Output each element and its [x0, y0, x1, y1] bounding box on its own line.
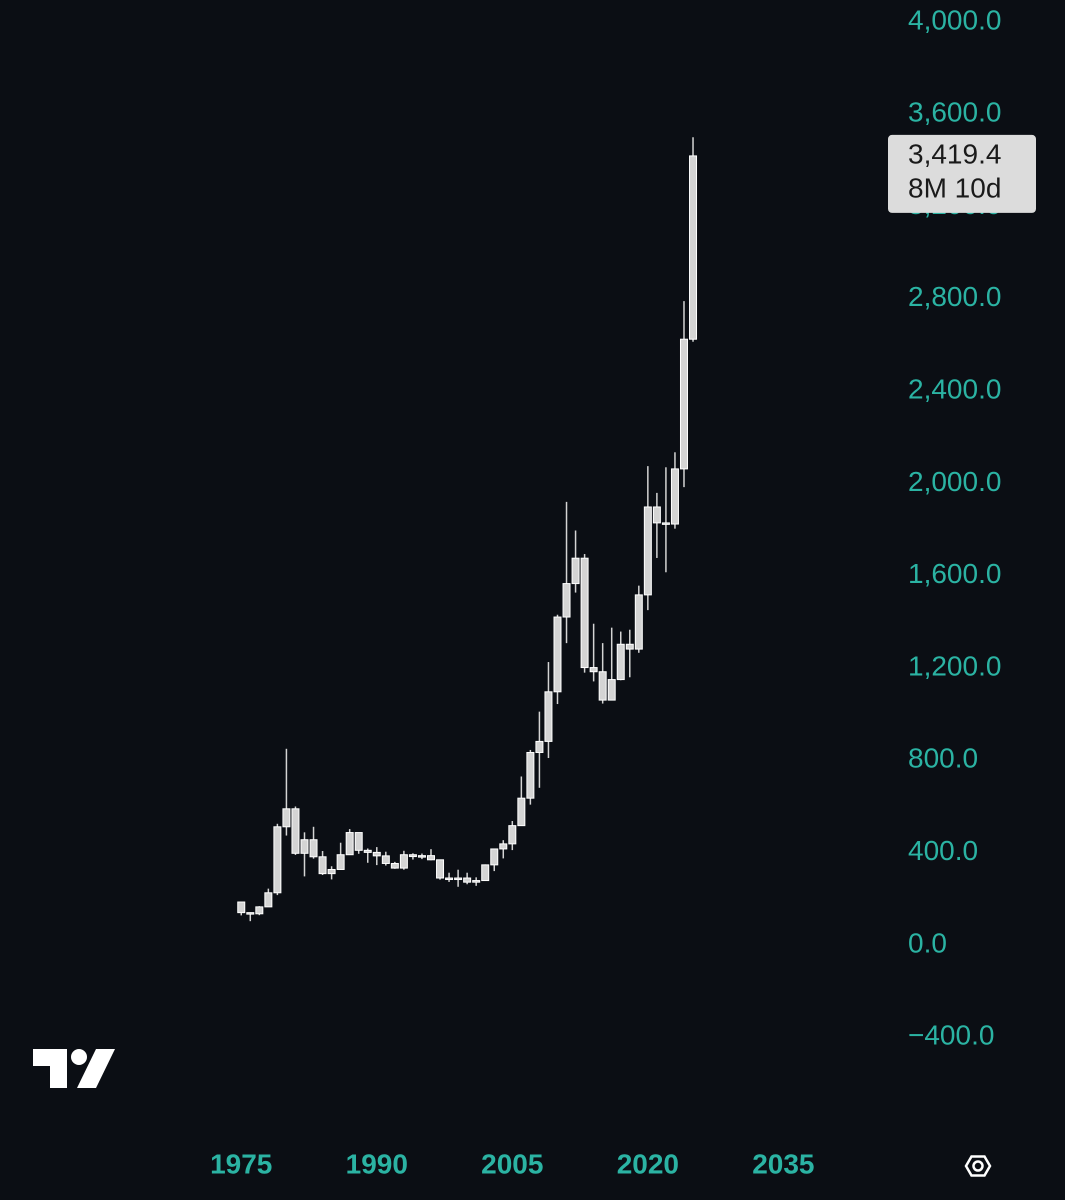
candle-body: [300, 839, 309, 854]
candle-body: [553, 616, 562, 693]
candle-body: [652, 506, 661, 524]
x-tick-label: 2035: [752, 1148, 814, 1179]
x-tick-label: 2005: [481, 1148, 543, 1179]
candle-body: [399, 854, 408, 869]
price-label-box: [888, 134, 1036, 213]
candle-body: [408, 854, 417, 858]
candle-body: [436, 859, 445, 879]
y-tick-label: 3,600.0: [908, 97, 1001, 128]
y-tick-label: −400.0: [908, 1020, 994, 1051]
y-tick-label: 2,800.0: [908, 281, 1001, 312]
y-tick-label: 1,600.0: [908, 558, 1001, 589]
price-countdown: 8M 10d: [908, 172, 1001, 203]
candle-body: [670, 468, 679, 525]
x-tick-label: 2020: [617, 1148, 679, 1179]
candle-body: [264, 892, 273, 908]
y-tick-label: 2,400.0: [908, 374, 1001, 405]
candle-body: [598, 671, 607, 701]
candle-body: [445, 877, 454, 881]
candle-body: [472, 880, 481, 883]
candle-body: [345, 832, 354, 856]
y-tick-label: 0.0: [908, 927, 947, 958]
candle-body: [318, 856, 327, 875]
x-tick-label: 1990: [346, 1148, 408, 1179]
y-tick-label: 1,200.0: [908, 650, 1001, 681]
candle-body: [463, 877, 472, 883]
candle-body: [607, 679, 616, 701]
candle-body: [679, 338, 688, 470]
price-axis: −400.0 0.0 400.0 800.0 1,200.0 1,600.0 2,000.0…: [210, 4, 1036, 1179]
candle-body: [535, 740, 544, 753]
candle-body: [625, 643, 634, 650]
candle-body: [517, 797, 526, 827]
candle-body: [634, 594, 643, 650]
candle-body: [526, 751, 535, 799]
candle-body: [562, 583, 571, 618]
candle-body: [616, 643, 625, 681]
candle-body: [390, 862, 399, 869]
logo: [33, 1049, 115, 1088]
candle-body: [255, 906, 264, 915]
candle-body: [336, 854, 345, 870]
candle-body: [381, 855, 390, 864]
candle-body: [327, 868, 336, 875]
candle-body: [246, 912, 255, 915]
candle-body: [309, 839, 318, 858]
candle-body: [689, 155, 698, 340]
candle-body: [354, 832, 363, 851]
candle-body: [589, 667, 598, 673]
y-tick-label: 2,000.0: [908, 466, 1001, 497]
candle-body: [499, 843, 508, 850]
candle-body: [426, 855, 435, 861]
candle-body: [544, 691, 553, 742]
candle-body: [372, 851, 381, 857]
candle-body: [291, 808, 300, 854]
candle-body: [481, 864, 490, 882]
y-tick-label: 800.0: [908, 743, 978, 774]
candle-body: [237, 901, 246, 914]
candle-body: [363, 849, 372, 853]
plot-area: [237, 137, 698, 922]
settings-button[interactable]: [964, 1155, 992, 1177]
price-label: 3,419.4: [908, 138, 1001, 169]
candle-body: [454, 877, 463, 881]
y-tick-label: 4,000.0: [908, 4, 1001, 35]
candle-body: [490, 848, 499, 866]
candle-body: [508, 825, 517, 845]
candle-body: [661, 522, 670, 525]
candle-body: [580, 557, 589, 669]
candle-body: [273, 826, 282, 894]
y-tick-label: 400.0: [908, 835, 978, 866]
candle-body: [643, 506, 652, 596]
x-tick-label: 1975: [210, 1148, 272, 1179]
candle-body: [417, 855, 426, 858]
candle-body: [282, 808, 291, 828]
candle-body: [571, 557, 580, 585]
